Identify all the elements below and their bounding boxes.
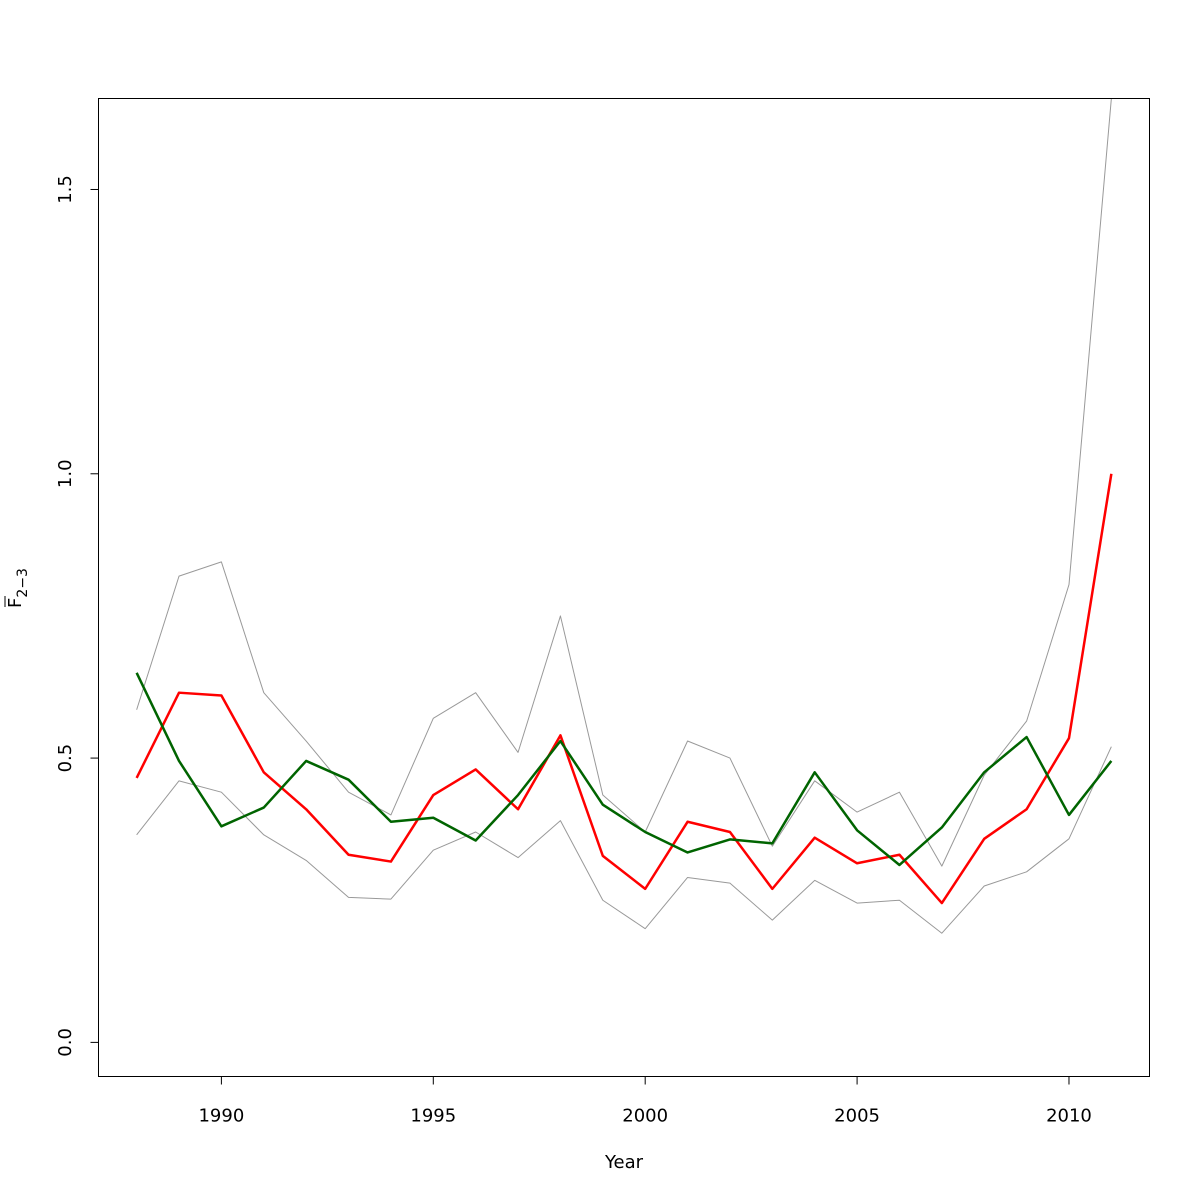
plot-frame (98, 98, 1150, 1077)
x-axis-title: Year (604, 1152, 644, 1173)
svg-text:F2−3: F2−3 (5, 568, 31, 608)
y-axis-title-base: F (5, 598, 26, 608)
series-line-1 (136, 98, 1112, 867)
y-tick-label: 1.5 (55, 175, 76, 204)
series-line-2 (136, 746, 1112, 934)
y-tick-label: 1.0 (55, 459, 76, 488)
x-axis: 1990 1995 2000 2005 2010 (198, 1076, 1092, 1127)
x-tick-label: 2005 (834, 1106, 880, 1127)
y-axis: 0.0 0.5 1.0 1.5 (55, 175, 99, 1057)
series-line-4 (135, 672, 1113, 867)
y-axis-title: F2−3 (4, 568, 31, 608)
x-tick-label: 1990 (198, 1106, 244, 1127)
x-tick-label: 2000 (622, 1106, 668, 1127)
y-tick-label: 0.0 (55, 1028, 76, 1057)
y-tick-label: 0.5 (55, 744, 76, 773)
series-line-3 (135, 473, 1113, 905)
x-tick-label: 1995 (410, 1106, 456, 1127)
y-axis-title-subscript: 2−3 (15, 568, 31, 598)
x-tick-label: 2010 (1046, 1106, 1092, 1127)
series-layer (135, 98, 1113, 934)
